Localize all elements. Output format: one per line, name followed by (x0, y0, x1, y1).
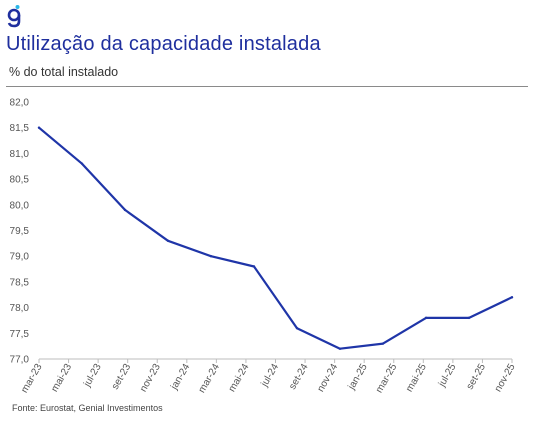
x-tick-label: nov-24 (315, 362, 340, 394)
x-axis: mar-23 mai-23 jul-23 set-23 nov-23 jan-24 mar-… (19, 358, 518, 395)
data-point (209, 255, 213, 258)
x-tick-label: mar-24 (197, 362, 223, 395)
data-point (381, 342, 385, 345)
data-point (123, 208, 127, 212)
x-tick-label: mar-23 (19, 362, 45, 395)
series-line (37, 126, 514, 350)
x-tick-label: jul-23 (81, 362, 103, 390)
y-tick-label: 81,0 (10, 149, 30, 160)
y-tick-label: 78,5 (10, 277, 30, 288)
logo-dot (15, 5, 20, 9)
y-tick-label: 78,0 (10, 303, 30, 314)
x-tick-label: set-23 (110, 362, 134, 392)
x-tick-label: mar-25 (374, 362, 400, 395)
header-divider (6, 86, 528, 87)
x-tick-label: nov-23 (138, 362, 163, 394)
x-tick-label: jan-25 (346, 362, 370, 393)
y-tick-label: 79,0 (10, 252, 30, 263)
genial-logo-icon (7, 5, 21, 28)
series-layer (37, 126, 514, 350)
y-tick-label: 77,0 (10, 355, 30, 366)
x-tick-label: mai-23 (49, 362, 74, 394)
x-tick-label: jan-24 (168, 362, 192, 393)
line-chart: 82,0 81,5 81,0 80,5 80,0 79,5 79,0 78,5 78,0 77,5… (10, 98, 518, 395)
x-tick-label: set-24 (287, 362, 311, 392)
x-tick-label: set-25 (465, 362, 489, 392)
y-tick-label: 77,5 (10, 329, 30, 340)
y-tick-label: 79,5 (10, 226, 30, 237)
logo-g-tail (7, 15, 21, 28)
x-tick-label: jul-24 (259, 362, 281, 390)
x-tick-label: jul-25 (436, 362, 458, 390)
x-tick-label: mai-25 (404, 362, 429, 394)
y-tick-label: 80,5 (10, 175, 30, 186)
logo-g-bowl (7, 8, 21, 22)
y-tick-label: 81,5 (10, 123, 30, 134)
data-point (166, 239, 170, 242)
y-tick-label: 80,0 (10, 200, 30, 211)
y-axis: 82,0 81,5 81,0 80,5 80,0 79,5 79,0 78,5 78,0 77,5… (10, 98, 30, 366)
x-tick-label: mai-24 (227, 362, 252, 394)
data-point (510, 296, 514, 299)
source-note: Fonte: Eurostat, Genial Investimentos (12, 403, 163, 413)
chart-subtitle: % do total instalado (9, 65, 119, 79)
data-point (252, 265, 256, 268)
chart-title: Utilização da capacidade instalada (6, 33, 321, 55)
y-tick-label: 82,0 (10, 98, 30, 109)
data-point (37, 126, 41, 129)
data-point (467, 316, 471, 320)
data-point (80, 162, 84, 165)
x-tick-label: nov-25 (493, 362, 518, 394)
data-point (424, 316, 428, 320)
data-point (338, 347, 342, 350)
data-point (295, 326, 299, 330)
